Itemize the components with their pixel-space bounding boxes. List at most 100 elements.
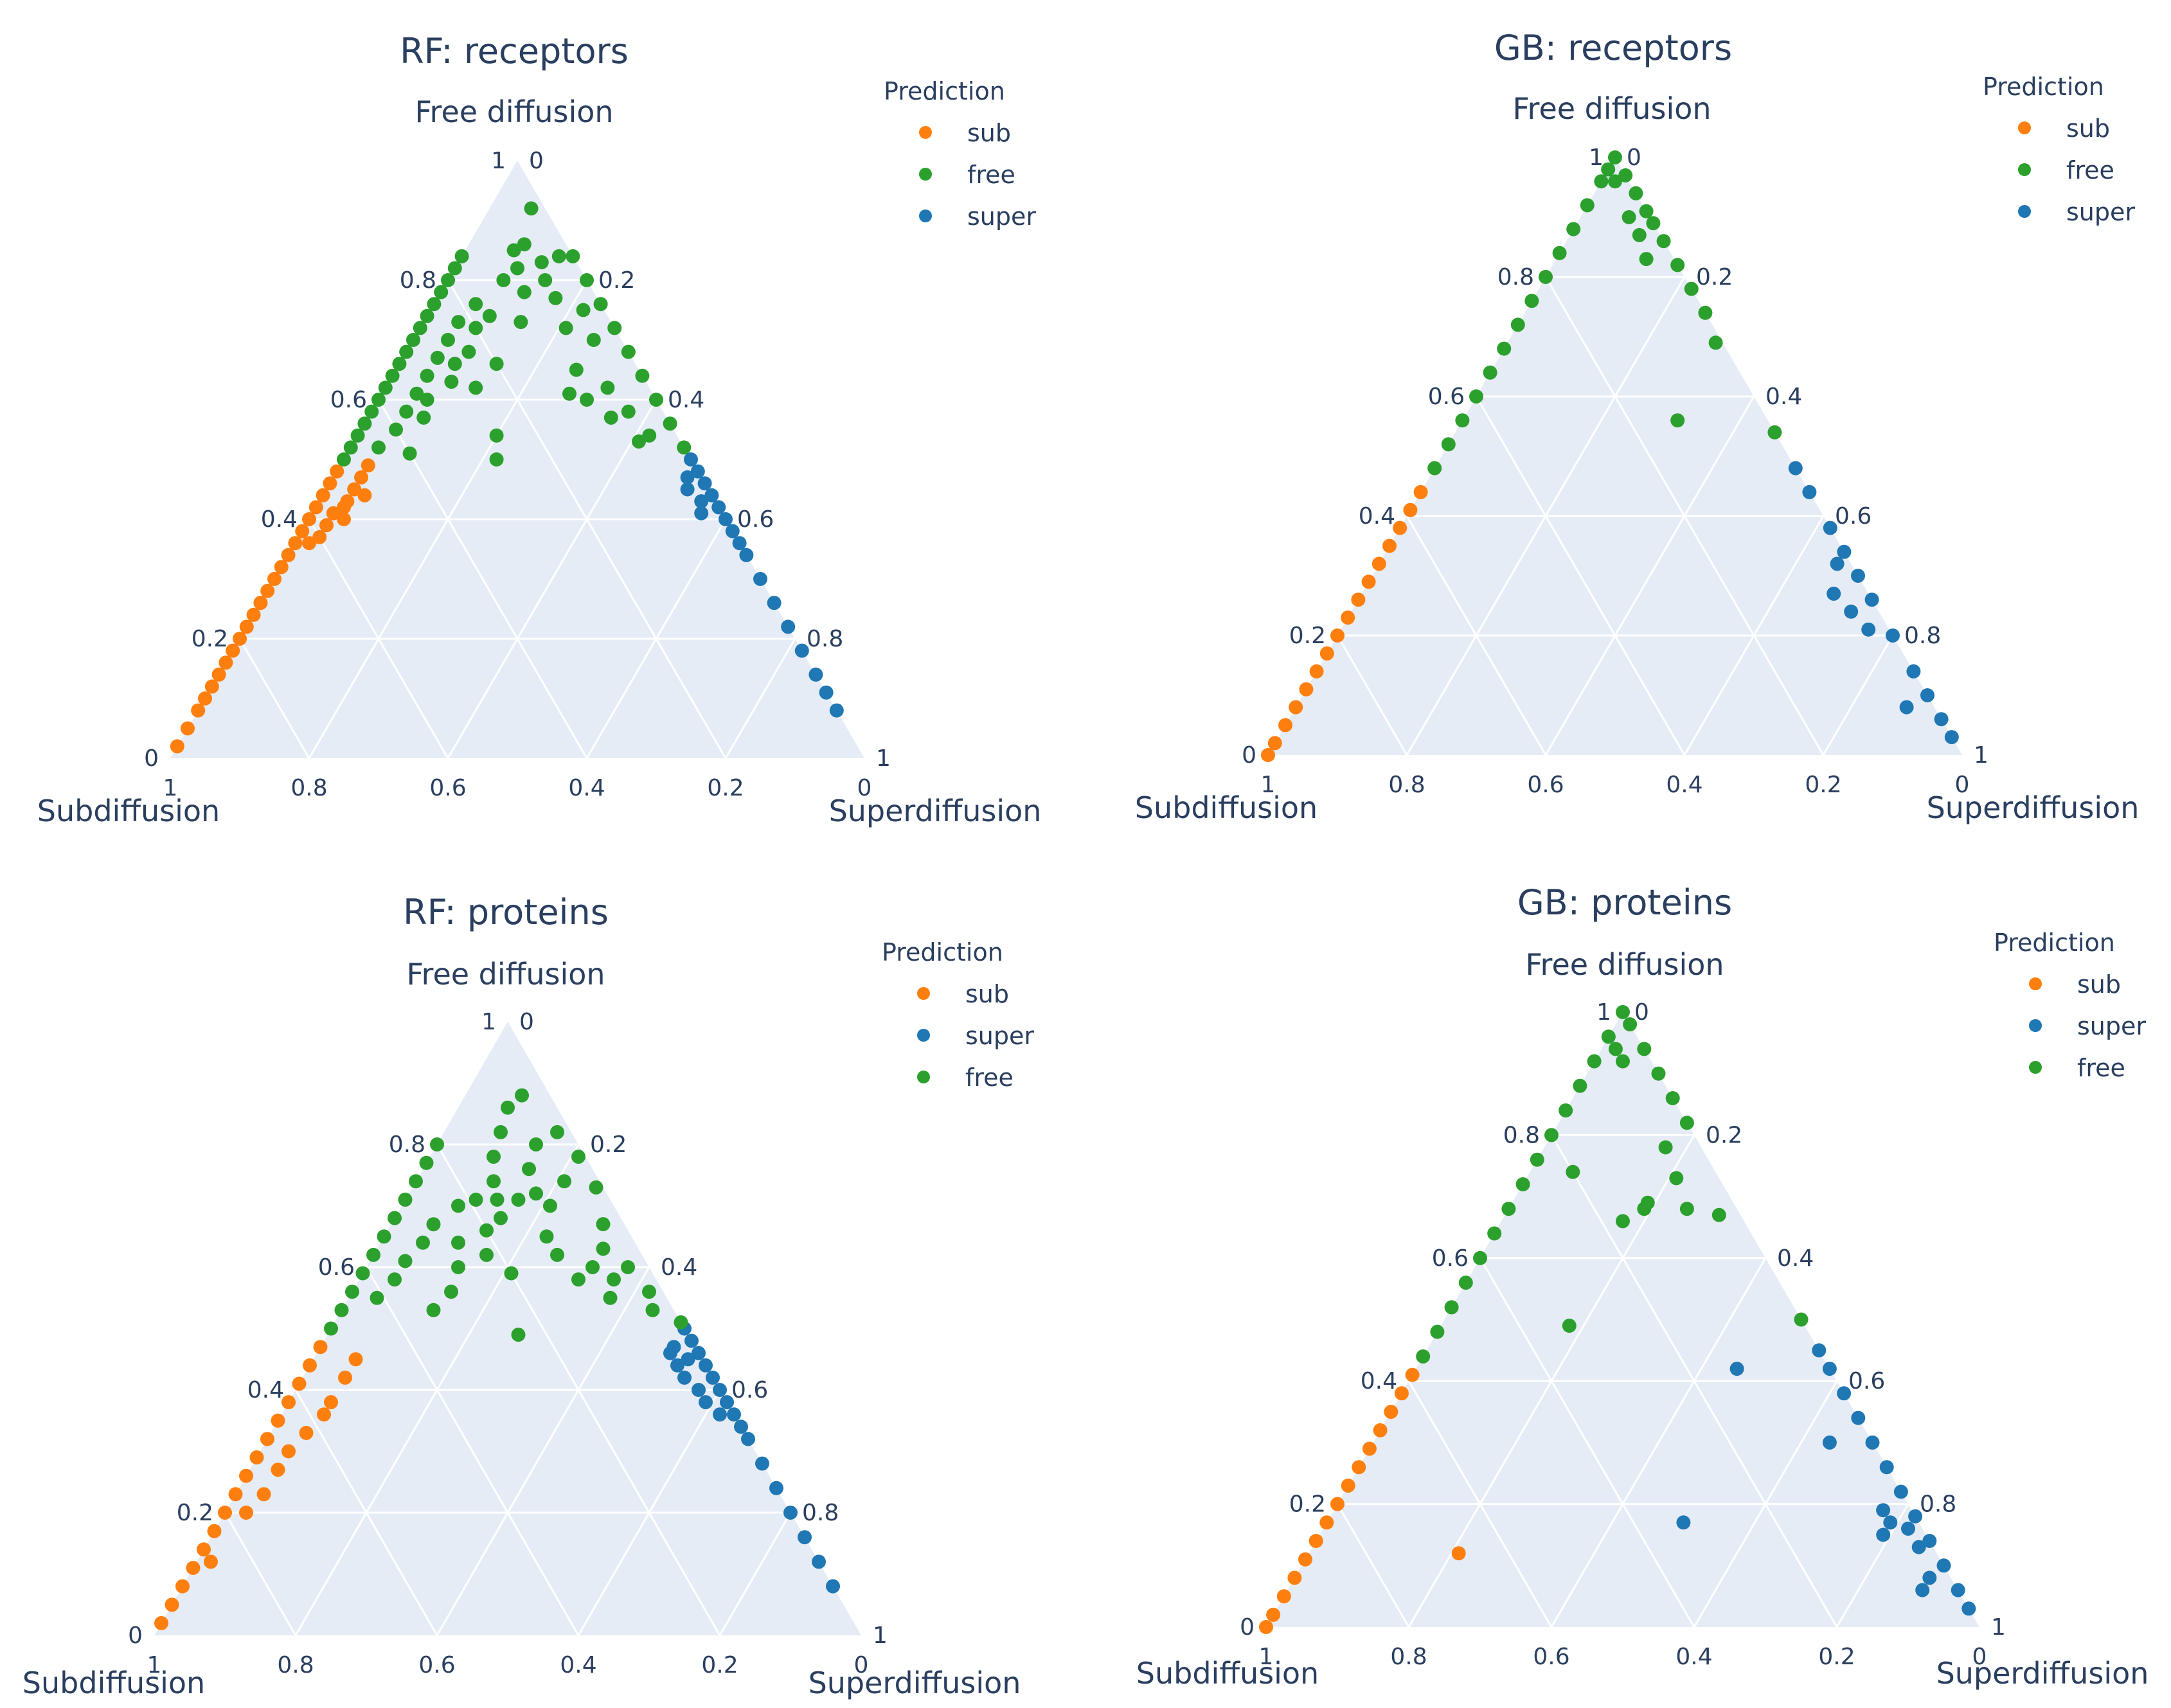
data-point-sub[interactable]: [354, 470, 368, 485]
data-point-free[interactable]: [1658, 1140, 1673, 1155]
data-point-free[interactable]: [1473, 1250, 1487, 1265]
data-point-free[interactable]: [419, 1155, 434, 1170]
data-point-free[interactable]: [490, 1192, 505, 1207]
data-point-sub[interactable]: [197, 1542, 211, 1557]
data-point-free[interactable]: [1684, 281, 1699, 296]
data-point-super[interactable]: [677, 1370, 692, 1385]
data-point-sub[interactable]: [281, 1395, 296, 1410]
data-point-free[interactable]: [494, 1211, 508, 1225]
data-point-sub[interactable]: [1351, 592, 1366, 607]
data-point-super[interactable]: [690, 464, 705, 479]
data-point-sub[interactable]: [302, 536, 316, 551]
data-point-sub[interactable]: [295, 524, 310, 538]
data-point-free[interactable]: [430, 350, 445, 365]
data-point-sub[interactable]: [1261, 748, 1275, 762]
data-point-free[interactable]: [524, 201, 539, 216]
data-point-super[interactable]: [1876, 1527, 1891, 1542]
data-point-sub[interactable]: [181, 721, 195, 736]
data-point-sub[interactable]: [324, 1395, 338, 1410]
data-point-free[interactable]: [444, 375, 459, 389]
data-point-sub[interactable]: [207, 1524, 222, 1538]
data-point-free[interactable]: [1711, 1207, 1726, 1222]
legend-label[interactable]: free: [967, 161, 1015, 189]
data-point-free[interactable]: [416, 410, 431, 425]
data-point-free[interactable]: [1708, 335, 1723, 350]
data-point-free[interactable]: [596, 1217, 611, 1232]
data-point-free[interactable]: [1487, 1226, 1502, 1241]
data-point-super[interactable]: [706, 1370, 720, 1385]
legend-label[interactable]: sub: [967, 119, 1011, 147]
data-point-free[interactable]: [621, 1260, 635, 1274]
data-point-sub[interactable]: [233, 632, 247, 646]
data-point-free[interactable]: [1566, 1164, 1580, 1179]
data-point-free[interactable]: [1639, 204, 1654, 218]
data-point-free[interactable]: [558, 321, 573, 335]
data-point-sub[interactable]: [319, 518, 334, 533]
data-point-super[interactable]: [1911, 1540, 1926, 1554]
legend-marker-sub[interactable]: [919, 126, 932, 139]
data-point-super[interactable]: [741, 1432, 755, 1446]
data-point-free[interactable]: [580, 273, 594, 287]
data-point-free[interactable]: [371, 440, 386, 455]
data-point-super[interactable]: [1827, 586, 1841, 601]
data-point-free[interactable]: [1510, 317, 1525, 332]
data-point-super[interactable]: [1822, 1435, 1837, 1450]
data-point-free[interactable]: [1430, 1324, 1445, 1339]
data-point-free[interactable]: [454, 249, 469, 263]
data-point-sub[interactable]: [1361, 574, 1376, 589]
data-point-super[interactable]: [794, 643, 809, 658]
data-point-super[interactable]: [1886, 628, 1900, 643]
data-point-super[interactable]: [1729, 1362, 1744, 1376]
data-point-sub[interactable]: [271, 1413, 285, 1428]
data-point-super[interactable]: [684, 1333, 699, 1348]
data-point-free[interactable]: [511, 1193, 526, 1207]
data-point-super[interactable]: [704, 488, 719, 503]
data-point-free[interactable]: [399, 404, 414, 419]
legend-marker-free[interactable]: [919, 168, 932, 181]
data-point-free[interactable]: [389, 422, 403, 437]
data-point-free[interactable]: [1530, 1152, 1544, 1167]
data-point-sub[interactable]: [1319, 1515, 1334, 1530]
data-point-free[interactable]: [580, 393, 594, 407]
data-point-super[interactable]: [1822, 1362, 1837, 1376]
data-point-free[interactable]: [1608, 174, 1622, 189]
data-point-free[interactable]: [371, 393, 386, 407]
data-point-free[interactable]: [1544, 1128, 1559, 1143]
data-point-sub[interactable]: [198, 691, 212, 706]
data-point-free[interactable]: [378, 380, 393, 395]
legend-label[interactable]: sub: [965, 980, 1009, 1008]
data-point-free[interactable]: [632, 434, 646, 449]
data-point-free[interactable]: [469, 380, 483, 395]
data-point-sub[interactable]: [337, 500, 351, 515]
data-point-free[interactable]: [596, 1241, 611, 1256]
data-point-sub[interactable]: [1309, 664, 1324, 679]
data-point-super[interactable]: [1915, 1583, 1930, 1597]
data-point-sub[interactable]: [1266, 1607, 1281, 1622]
data-point-free[interactable]: [377, 1229, 391, 1244]
data-point-sub[interactable]: [218, 1506, 232, 1520]
data-point-sub[interactable]: [1362, 1441, 1377, 1456]
data-point-sub[interactable]: [326, 506, 341, 520]
data-point-free[interactable]: [420, 308, 434, 323]
legend-marker-free[interactable]: [2029, 1061, 2042, 1074]
data-point-free[interactable]: [663, 416, 677, 431]
data-point-free[interactable]: [496, 273, 511, 287]
data-point-free[interactable]: [487, 1150, 501, 1164]
data-point-free[interactable]: [345, 1285, 359, 1299]
data-point-super[interactable]: [663, 1346, 677, 1360]
data-point-super[interactable]: [694, 494, 709, 509]
data-point-free[interactable]: [1562, 1319, 1577, 1333]
legend-marker-free[interactable]: [917, 1071, 930, 1083]
data-point-free[interactable]: [451, 1235, 465, 1250]
data-point-free[interactable]: [355, 1266, 370, 1281]
data-point-free[interactable]: [388, 1211, 402, 1225]
data-point-sub[interactable]: [186, 1561, 201, 1575]
data-point-super[interactable]: [670, 1358, 684, 1373]
data-point-free[interactable]: [1618, 168, 1633, 182]
data-point-free[interactable]: [517, 237, 532, 252]
data-point-free[interactable]: [343, 440, 358, 455]
data-point-free[interactable]: [514, 315, 528, 330]
data-point-free[interactable]: [1458, 1276, 1473, 1290]
data-point-super[interactable]: [1876, 1503, 1891, 1518]
legend-label[interactable]: super: [2077, 1012, 2146, 1040]
